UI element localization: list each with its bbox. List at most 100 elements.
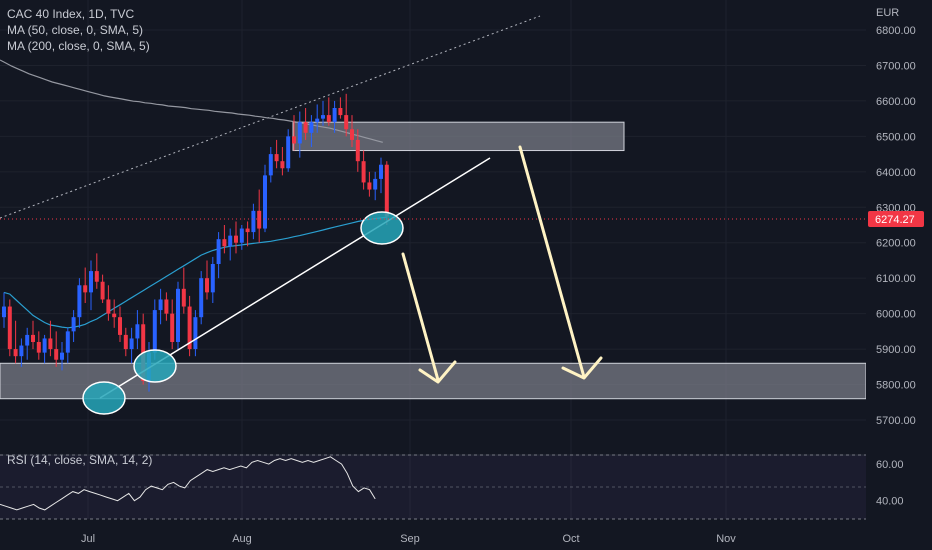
rsi-tick-label: 40.00 (876, 496, 904, 508)
candle-body (315, 118, 320, 123)
candle-body (42, 338, 47, 353)
price-axis-ticks: 6800.006700.006600.006500.006400.006300.… (876, 25, 916, 427)
price-tick-label: 6000.00 (876, 309, 916, 321)
time-axis[interactable]: Jul Aug Sep Oct Nov (81, 533, 736, 545)
candle-body (118, 317, 122, 335)
candle-body (112, 313, 117, 318)
price-zone (292, 121, 625, 152)
candle-body (135, 324, 140, 339)
candle-body (292, 136, 296, 144)
candle-body (199, 278, 204, 318)
time-tick-label: Nov (716, 533, 736, 545)
ma200-legend[interactable]: MA (200, close, 0, SMA, 5) (7, 39, 150, 53)
candle-body (158, 299, 163, 311)
candle-body (7, 306, 12, 350)
candle-body (13, 349, 18, 357)
price-axis[interactable] (866, 0, 932, 550)
candle-body (176, 288, 180, 342)
candle-body (36, 342, 41, 353)
candle-body (344, 115, 349, 130)
candle-body (181, 288, 186, 307)
candle-body (257, 210, 262, 229)
candle-body (205, 278, 209, 293)
projection-arrow[interactable] (401, 252, 457, 384)
candle-body (309, 122, 314, 133)
candle-body (332, 108, 337, 123)
candle-body (60, 352, 64, 360)
candle-body (274, 154, 279, 162)
candle-body (77, 285, 82, 318)
candle-body (31, 334, 35, 342)
candle-body (245, 228, 250, 233)
candle-body (25, 334, 30, 346)
price-tick-label: 6200.00 (876, 238, 916, 250)
candle-body (65, 331, 70, 353)
candle-body (216, 239, 221, 264)
price-tick-label: 6100.00 (876, 273, 916, 285)
candle-body (280, 161, 285, 169)
candle-body (355, 139, 360, 162)
candle-body (54, 349, 59, 360)
candle-body (193, 317, 198, 350)
price-tick-label: 6400.00 (876, 167, 916, 179)
touch-point-circle[interactable] (133, 349, 177, 383)
candle-body (48, 338, 53, 350)
candle-body (384, 164, 389, 217)
candle-body (164, 299, 169, 314)
candle-body (100, 281, 105, 300)
channel-dotted-trendline[interactable] (0, 15, 541, 219)
rsi-legend[interactable]: RSI (14, close, SMA, 14, 2) (7, 453, 153, 467)
touch-point-circle[interactable] (82, 381, 126, 415)
ma50-legend[interactable]: MA (50, close, 0, SMA, 5) (7, 23, 144, 37)
candle-body (94, 271, 99, 282)
projection-arrow[interactable] (518, 145, 603, 380)
candle-body (239, 228, 244, 243)
price-tick-label: 5900.00 (876, 344, 916, 356)
candle-body (129, 338, 134, 350)
candle-body (19, 345, 24, 357)
candle-body (228, 235, 233, 247)
rsi-line (0, 456, 376, 511)
time-tick-label: Sep (400, 533, 420, 545)
candle-body (268, 154, 273, 176)
candle-body (234, 235, 238, 243)
candle-body (210, 264, 215, 293)
candle-body (123, 334, 128, 350)
candle-body (83, 285, 88, 293)
touch-point-circle[interactable] (360, 211, 404, 245)
time-tick-label: Jul (81, 533, 95, 545)
price-tick-label: 5700.00 (876, 415, 916, 427)
price-tick-label: 6500.00 (876, 131, 916, 143)
candle-body (350, 129, 354, 140)
candle-body (2, 306, 6, 318)
rsi-tick-label: 60.00 (876, 459, 904, 471)
price-tick-label: 6700.00 (876, 60, 916, 72)
candle-body (251, 210, 256, 233)
ma200-line (0, 59, 383, 143)
symbol-title[interactable]: CAC 40 Index, 1D, TVC (7, 7, 135, 21)
candle-body (367, 182, 372, 190)
price-zone (0, 362, 867, 400)
candle-body (71, 317, 76, 332)
price-tick-label: 6600.00 (876, 96, 916, 108)
candle-body (170, 313, 175, 342)
candle-body (187, 306, 192, 350)
candle-body (106, 299, 111, 314)
last-price-value: 6274.27 (875, 214, 915, 226)
chart-legend: CAC 40 Index, 1D, TVC MA (50, close, 0, … (7, 6, 150, 54)
candle-body (379, 164, 383, 179)
candle-body (326, 115, 331, 123)
candle-body (361, 161, 366, 183)
time-tick-label: Oct (562, 533, 579, 545)
candle-body (321, 115, 325, 119)
candle-body (303, 122, 308, 133)
price-tick-label: 5800.00 (876, 380, 916, 392)
candle-body (297, 122, 302, 144)
ma50-line (3, 216, 387, 329)
candle-body (286, 136, 291, 169)
candle-body (89, 271, 93, 293)
price-tick-label: 6800.00 (876, 25, 916, 37)
candle-body (338, 108, 343, 116)
